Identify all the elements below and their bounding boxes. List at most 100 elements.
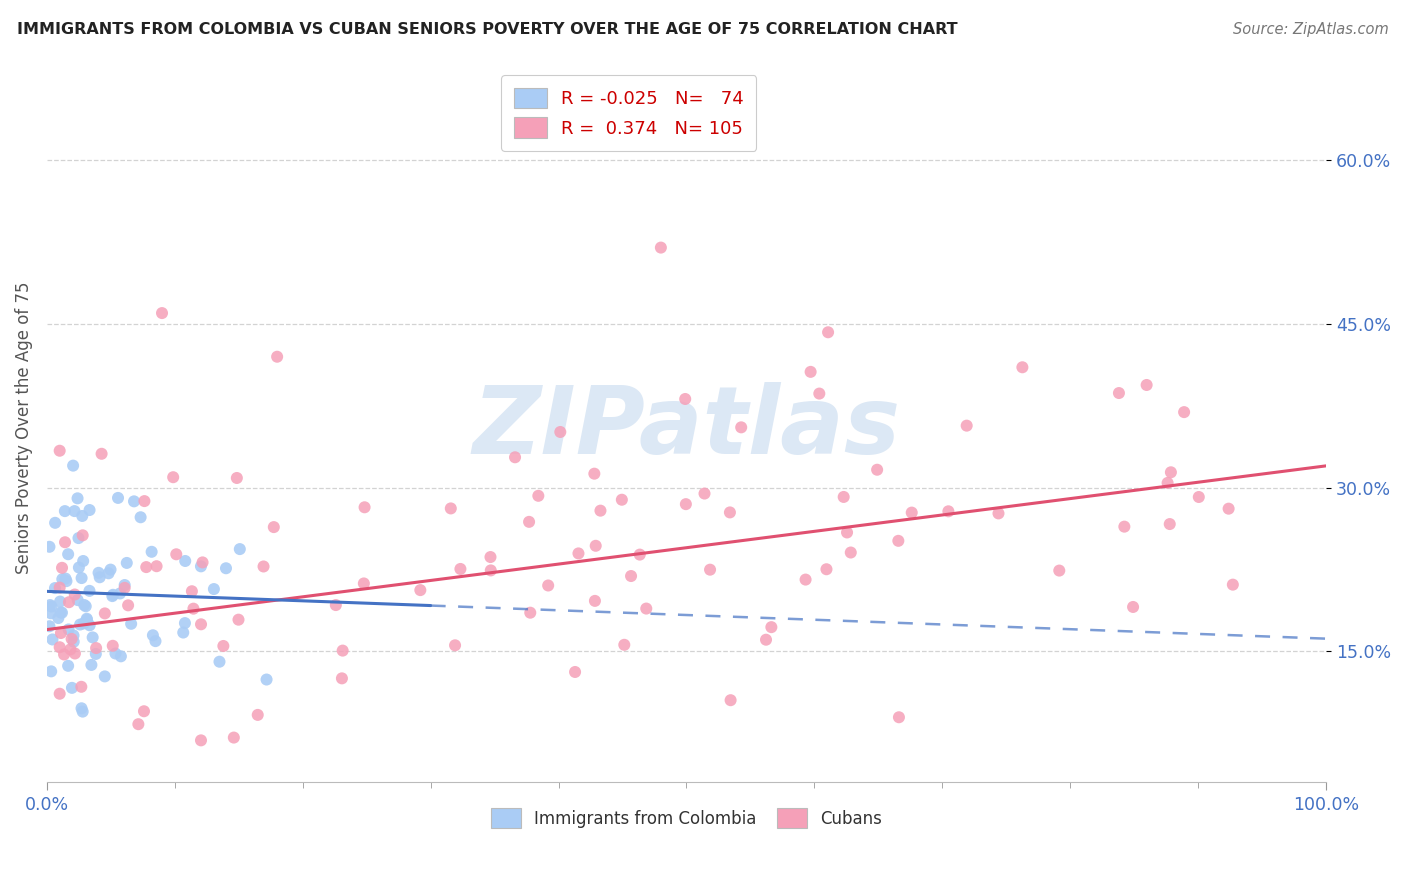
Point xyxy=(583,467,606,481)
Point xyxy=(55,574,77,588)
Point xyxy=(208,655,231,669)
Point xyxy=(60,632,83,646)
Point xyxy=(56,658,79,673)
Text: Source: ZipAtlas.com: Source: ZipAtlas.com xyxy=(1233,22,1389,37)
Point xyxy=(636,601,658,615)
Point xyxy=(794,573,817,587)
Point xyxy=(80,657,103,672)
Point xyxy=(53,504,76,518)
Point xyxy=(190,559,212,574)
Point xyxy=(122,494,145,508)
Point xyxy=(409,583,432,598)
Point xyxy=(84,641,107,656)
Point xyxy=(104,647,127,661)
Point xyxy=(190,733,212,747)
Point xyxy=(190,617,212,632)
Point xyxy=(479,563,502,577)
Point xyxy=(832,490,855,504)
Point xyxy=(101,589,124,603)
Point xyxy=(325,598,347,612)
Point xyxy=(229,542,252,557)
Point xyxy=(444,638,467,652)
Point xyxy=(72,554,94,568)
Point xyxy=(120,616,142,631)
Point xyxy=(620,569,643,583)
Point xyxy=(72,528,94,542)
Point xyxy=(67,531,90,545)
Point xyxy=(150,306,173,320)
Point xyxy=(1218,501,1240,516)
Point xyxy=(70,571,93,585)
Point xyxy=(887,710,910,724)
Point xyxy=(567,546,589,560)
Point xyxy=(613,638,636,652)
Point xyxy=(1159,517,1181,532)
Point xyxy=(63,504,86,518)
Point xyxy=(817,326,839,340)
Point xyxy=(808,386,831,401)
Point xyxy=(49,594,72,608)
Point xyxy=(141,545,163,559)
Point xyxy=(887,533,910,548)
Point xyxy=(673,392,696,406)
Point xyxy=(440,501,463,516)
Point xyxy=(49,606,72,620)
Point xyxy=(70,701,93,715)
Point xyxy=(69,617,91,632)
Point xyxy=(699,563,721,577)
Point xyxy=(503,450,526,465)
Point xyxy=(718,505,741,519)
Point xyxy=(1011,360,1033,375)
Point xyxy=(174,616,197,631)
Point xyxy=(117,599,139,613)
Point xyxy=(87,566,110,580)
Point xyxy=(1136,378,1159,392)
Point xyxy=(761,620,783,634)
Point xyxy=(41,599,63,614)
Point xyxy=(585,539,607,553)
Point xyxy=(174,554,197,568)
Point xyxy=(63,587,86,601)
Point xyxy=(132,704,155,718)
Point xyxy=(215,561,238,575)
Point xyxy=(162,470,184,484)
Point xyxy=(1122,599,1144,614)
Point xyxy=(1222,577,1244,591)
Point xyxy=(39,665,62,679)
Point xyxy=(564,665,586,679)
Y-axis label: Seniors Poverty Over the Age of 75: Seniors Poverty Over the Age of 75 xyxy=(15,281,32,574)
Point xyxy=(107,491,129,505)
Point xyxy=(94,669,117,683)
Point xyxy=(75,599,97,614)
Point xyxy=(39,607,62,621)
Point xyxy=(101,639,124,653)
Point xyxy=(628,548,651,562)
Point xyxy=(97,566,120,581)
Point xyxy=(62,634,84,648)
Point xyxy=(62,628,84,642)
Point xyxy=(114,578,136,592)
Point xyxy=(145,559,167,574)
Point xyxy=(183,601,205,615)
Point xyxy=(550,425,572,439)
Point xyxy=(263,520,285,534)
Point xyxy=(108,586,131,600)
Point xyxy=(59,642,82,657)
Point xyxy=(58,623,80,637)
Point xyxy=(48,687,70,701)
Point xyxy=(479,549,502,564)
Point xyxy=(41,632,63,647)
Point xyxy=(956,418,979,433)
Point xyxy=(46,611,69,625)
Point xyxy=(839,545,862,559)
Point xyxy=(76,613,98,627)
Point xyxy=(90,447,112,461)
Point xyxy=(256,673,278,687)
Point xyxy=(519,606,541,620)
Point xyxy=(100,563,122,577)
Point xyxy=(79,503,101,517)
Point xyxy=(44,516,66,530)
Point xyxy=(89,570,111,584)
Point xyxy=(62,458,84,473)
Point xyxy=(48,581,70,595)
